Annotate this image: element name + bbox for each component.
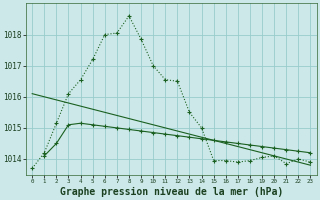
X-axis label: Graphe pression niveau de la mer (hPa): Graphe pression niveau de la mer (hPa) [60, 186, 283, 197]
